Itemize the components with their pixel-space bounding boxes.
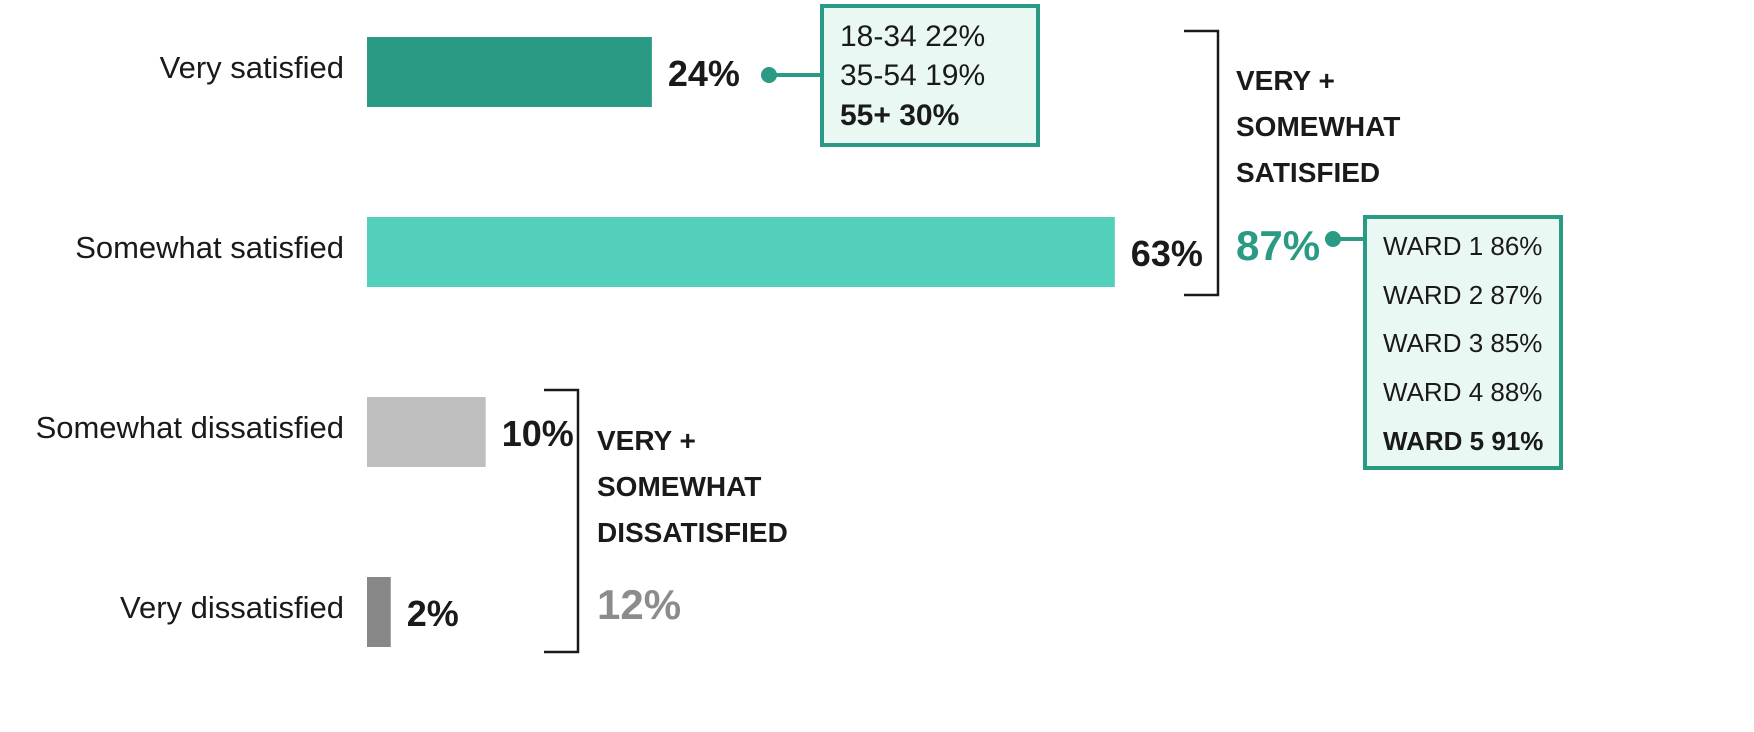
breakdown-item: 55+ 30% [840, 101, 959, 131]
category-label: Very satisfied [159, 50, 344, 85]
breakdown-item: WARD 4 88% [1383, 379, 1542, 405]
bar [367, 577, 391, 647]
bar [367, 397, 486, 467]
group-label: VERY + SOMEWHAT DISSATISFIED [597, 425, 788, 548]
group-total: 12% [597, 581, 682, 628]
breakdown-value: 86% [1490, 231, 1543, 261]
breakdown-name: 55+ [840, 99, 891, 132]
value-label: 63% [1130, 233, 1203, 274]
breakdown-value: 19% [925, 59, 986, 92]
breakdown-name: 18-34 [840, 20, 917, 53]
bar [367, 37, 652, 107]
breakdown-item: 18-34 22% [840, 22, 985, 52]
breakdown-item: WARD 1 86% [1383, 233, 1542, 259]
breakdown-box [1363, 215, 1563, 470]
group-label: VERY + SOMEWHAT SATISFIED [1236, 65, 1401, 188]
breakdown-item: WARD 5 91% [1383, 428, 1543, 454]
breakdown-box [820, 4, 1040, 147]
category-label: Somewhat satisfied [75, 230, 344, 265]
breakdown-value: 91% [1491, 426, 1544, 456]
breakdown-value: 87% [1490, 280, 1543, 310]
value-label: 2% [406, 593, 459, 634]
breakdown-name: WARD 5 [1383, 426, 1485, 456]
breakdown-name: WARD 4 [1383, 377, 1484, 407]
breakdown-name: WARD 1 [1383, 231, 1484, 261]
bar [367, 217, 1115, 287]
connector-dot [761, 67, 777, 83]
bracket [1184, 29, 1220, 297]
breakdown-item: WARD 3 85% [1383, 330, 1542, 356]
value-label: 10% [501, 413, 574, 454]
category-label: Very dissatisfied [120, 590, 344, 625]
breakdown-name: 35-54 [840, 59, 917, 92]
connector-dot [1325, 231, 1341, 247]
group-total: 87% [1236, 222, 1321, 269]
bracket [544, 388, 580, 654]
breakdown-item: 35-54 19% [840, 61, 985, 91]
breakdown-name: WARD 3 [1383, 328, 1484, 358]
breakdown-value: 85% [1490, 328, 1543, 358]
breakdown-name: WARD 2 [1383, 280, 1484, 310]
breakdown-item: WARD 2 87% [1383, 282, 1542, 308]
category-label: Somewhat dissatisfied [35, 410, 344, 445]
value-label: 24% [667, 53, 740, 94]
breakdown-value: 22% [925, 20, 986, 53]
breakdown-value: 30% [899, 99, 960, 132]
breakdown-value: 88% [1490, 377, 1543, 407]
